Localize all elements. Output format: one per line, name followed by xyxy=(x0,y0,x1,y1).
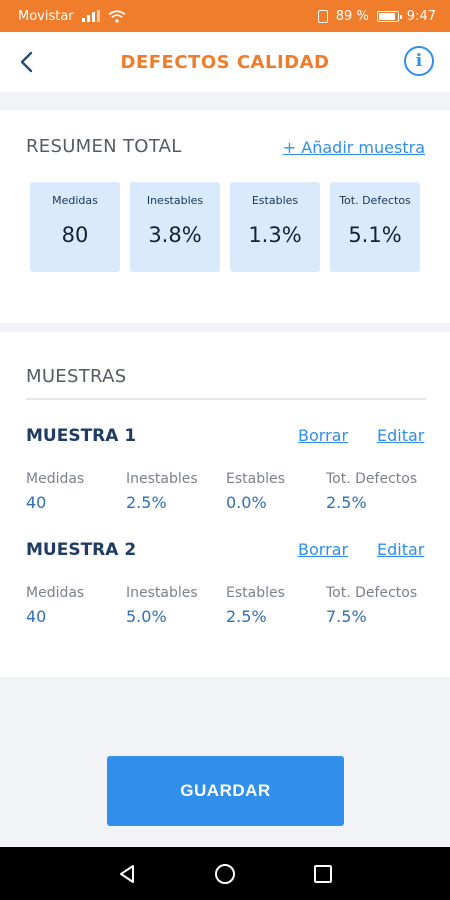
sample-1-metric-tot-defectos: Tot. Defectos 2.5% xyxy=(326,471,426,512)
sample-2-metric-inestables: Inestables 5.0% xyxy=(126,585,226,626)
metric-value: 40 xyxy=(26,493,47,512)
tile-estables: Estables 1.3% xyxy=(230,182,320,272)
metric-label: Medidas xyxy=(26,471,85,487)
metric-value: 0.0% xyxy=(226,493,267,512)
metric-label: Tot. Defectos xyxy=(326,585,418,601)
tile-medidas: Medidas 80 xyxy=(30,182,120,272)
tile-value: 5.1% xyxy=(348,223,402,247)
nav-back-icon[interactable] xyxy=(115,862,139,886)
metric-value: 7.5% xyxy=(326,607,367,626)
system-nav-bar xyxy=(0,847,450,900)
samples-title: MUESTRAS xyxy=(26,366,127,387)
nav-recents-icon[interactable] xyxy=(311,862,335,886)
tile-label: Inestables xyxy=(146,194,204,207)
tile-label: Medidas xyxy=(52,194,98,207)
summary-title: RESUMEN TOTAL xyxy=(26,136,182,157)
metric-label: Medidas xyxy=(26,585,85,601)
app-header: DEFECTOS CALIDAD i xyxy=(0,32,450,92)
wifi-icon xyxy=(108,9,126,23)
sample-2-delete-link[interactable]: Borrar xyxy=(298,540,349,559)
summary-tiles: Medidas 80 Inestables 3.8% Estables 1.3%… xyxy=(30,182,420,272)
add-sample-link[interactable]: + Añadir muestra xyxy=(282,138,425,157)
tile-label: Estables xyxy=(251,194,299,207)
sample-1-metric-estables: Estables 0.0% xyxy=(226,471,326,512)
samples-card: MUESTRAS MUESTRA 1 Borrar Editar Medidas… xyxy=(0,332,450,677)
tile-value: 1.3% xyxy=(248,223,302,247)
metric-label: Estables xyxy=(226,471,285,487)
metric-value: 2.5% xyxy=(126,493,167,512)
back-arrow-icon[interactable] xyxy=(14,48,42,76)
nav-home-icon[interactable] xyxy=(213,862,237,886)
tile-inestables: Inestables 3.8% xyxy=(130,182,220,272)
sample-1-delete-link[interactable]: Borrar xyxy=(298,426,349,445)
sample-1-metric-medidas: Medidas 40 xyxy=(26,471,126,512)
tile-value: 80 xyxy=(61,223,89,247)
save-button[interactable]: GUARDAR xyxy=(107,756,344,826)
battery-percent: 89 % xyxy=(335,8,369,24)
clock: 9:47 xyxy=(406,8,436,24)
sample-2-metric-tot-defectos: Tot. Defectos 7.5% xyxy=(326,585,426,626)
metric-label: Inestables xyxy=(126,585,198,601)
sample-2-metric-medidas: Medidas 40 xyxy=(26,585,126,626)
page-title: DEFECTOS CALIDAD xyxy=(120,51,330,73)
battery-icon xyxy=(376,10,402,22)
tile-value: 3.8% xyxy=(148,223,202,247)
metric-value: 40 xyxy=(26,607,47,626)
vibrate-icon xyxy=(317,9,328,23)
metric-label: Estables xyxy=(226,585,285,601)
tile-tot-defectos: Tot. Defectos 5.1% xyxy=(330,182,420,272)
sample-2-edit-link[interactable]: Editar xyxy=(377,540,425,559)
signal-icon xyxy=(81,10,100,22)
summary-card: RESUMEN TOTAL + Añadir muestra Medidas 8… xyxy=(0,110,450,323)
metric-value: 2.5% xyxy=(226,607,267,626)
tile-label: Tot. Defectos xyxy=(339,194,411,207)
metric-value: 2.5% xyxy=(326,493,367,512)
metric-label: Tot. Defectos xyxy=(326,471,418,487)
sample-1-name: MUESTRA 1 xyxy=(26,426,137,446)
carrier-name: Movistar xyxy=(18,8,74,24)
metric-value: 5.0% xyxy=(126,607,167,626)
sample-2-name: MUESTRA 2 xyxy=(26,540,137,560)
status-bar: Movistar 89 % 9:47 xyxy=(0,0,450,32)
sample-1-metric-inestables: Inestables 2.5% xyxy=(126,471,226,512)
metric-label: Inestables xyxy=(126,471,198,487)
divider xyxy=(26,398,426,400)
sample-1-edit-link[interactable]: Editar xyxy=(377,426,425,445)
sample-2-metric-estables: Estables 2.5% xyxy=(226,585,326,626)
info-icon[interactable]: i xyxy=(404,46,434,76)
